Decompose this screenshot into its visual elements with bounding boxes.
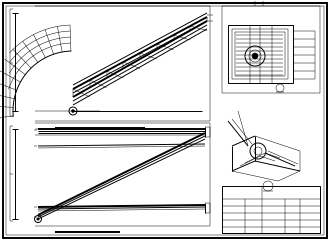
Circle shape xyxy=(37,218,39,220)
Bar xyxy=(232,29,288,79)
Bar xyxy=(222,186,320,233)
Circle shape xyxy=(72,109,75,113)
Bar xyxy=(228,25,293,83)
Bar xyxy=(235,32,285,76)
Circle shape xyxy=(252,53,258,59)
Bar xyxy=(222,6,320,93)
